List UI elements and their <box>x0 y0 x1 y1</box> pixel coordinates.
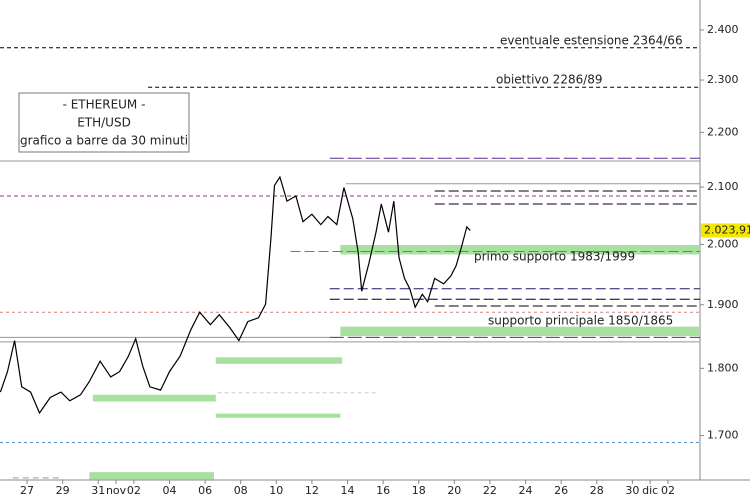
x-tick-label: 02 <box>661 484 675 497</box>
x-tick-label: 14 <box>341 484 355 497</box>
x-tick-label: 12 <box>305 484 319 497</box>
info-text: ETH/USD <box>77 116 131 130</box>
x-tick-label: 20 <box>447 484 461 497</box>
info-text: - ETHEREUM - <box>63 98 146 112</box>
x-tick-label: 26 <box>554 484 568 497</box>
y-tick-label: 2.400 <box>707 23 739 36</box>
x-tick-label: 16 <box>376 484 390 497</box>
x-tick-label: 29 <box>56 484 70 497</box>
y-tick-label: 1.800 <box>707 361 739 374</box>
y-tick-label: 1.700 <box>707 429 739 442</box>
x-tick-label: 06 <box>198 484 212 497</box>
x-tick-label: 04 <box>162 484 176 497</box>
annotation: obiettivo 2286/89 <box>496 73 603 87</box>
support-zone <box>92 394 216 402</box>
x-tick-label: dic <box>642 484 658 497</box>
y-tick-label: 1.900 <box>707 298 739 311</box>
x-tick-label: 02 <box>127 484 141 497</box>
last-price-box <box>701 223 750 238</box>
y-tick-label: 2.100 <box>707 180 739 193</box>
x-tick-label: 28 <box>590 484 604 497</box>
annotation: supporto principale 1850/1865 <box>488 314 673 328</box>
x-tick-label: nov <box>106 484 127 497</box>
last-price-label: 2.023,91 <box>704 223 750 236</box>
y-tick-label: 2.200 <box>707 125 739 138</box>
x-tick-label: 18 <box>412 484 426 497</box>
support-zone <box>340 245 700 255</box>
annotation: primo supporto 1983/1999 <box>474 250 635 264</box>
info-text: grafico a barre da 30 minuti <box>20 134 188 148</box>
support-zone <box>89 472 214 480</box>
support-zone <box>215 357 343 364</box>
support-zone <box>215 413 341 418</box>
x-tick-label: 30 <box>625 484 639 497</box>
x-tick-label: 10 <box>269 484 283 497</box>
price-line <box>0 175 471 415</box>
support-zone <box>340 326 700 337</box>
x-tick-label: 31 <box>91 484 105 497</box>
x-tick-label: 08 <box>234 484 248 497</box>
info-box <box>18 92 190 153</box>
x-tick-label: 27 <box>20 484 34 497</box>
x-tick-label: 22 <box>483 484 497 497</box>
annotation: eventuale estensione 2364/66 <box>500 34 683 48</box>
y-tick-label: 2.300 <box>707 73 739 86</box>
x-tick-label: 24 <box>519 484 533 497</box>
y-tick-label: 2.000 <box>707 237 739 250</box>
